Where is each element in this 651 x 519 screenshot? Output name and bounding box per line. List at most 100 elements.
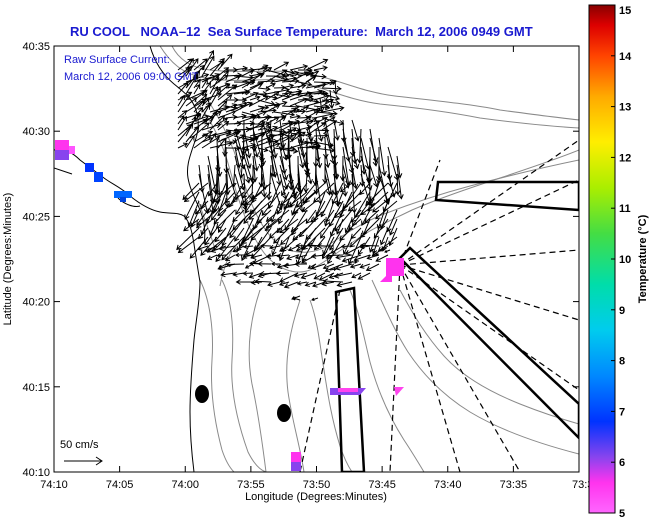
- current-vector: [312, 281, 326, 288]
- current-vector: [281, 121, 298, 131]
- current-vector: [369, 137, 379, 163]
- x-axis-ticks: 74:10 74:05 74:00 73:55 73:50 73:45 73:40 73:35…: [40, 46, 593, 491]
- current-vector: [252, 146, 260, 172]
- current-vector: [225, 74, 242, 83]
- current-vector: [257, 116, 270, 125]
- channel-south: [334, 286, 366, 472]
- sst-pixel: [94, 172, 103, 182]
- current-vector: [243, 200, 263, 225]
- current-vector: [183, 182, 209, 203]
- colorbar-label: Temperature (°C): [637, 214, 649, 303]
- current-vector: [193, 100, 205, 113]
- current-vector: [267, 281, 281, 287]
- current-vector: [249, 95, 261, 101]
- current-vector: [389, 218, 398, 236]
- current-vector: [300, 272, 317, 280]
- current-vector: [364, 209, 380, 224]
- current-vector: [283, 182, 299, 211]
- current-vector: [209, 100, 228, 119]
- current-vector: [242, 270, 254, 276]
- bathymetry-contour: [286, 299, 305, 472]
- current-vector: [208, 182, 218, 197]
- current-vector: [305, 98, 330, 107]
- y-axis-title: Latitude (Degrees:Minutes): [2, 193, 14, 326]
- current-vector: [318, 272, 335, 281]
- current-vector: [297, 75, 316, 89]
- current-vector: [332, 79, 339, 95]
- current-vector: [359, 263, 371, 269]
- current-vector: [341, 254, 362, 263]
- current-vector: [257, 261, 272, 267]
- current-vector: [249, 95, 269, 107]
- current-vector: [265, 253, 281, 259]
- current-vector: [265, 104, 281, 113]
- current-vector: [304, 281, 317, 287]
- current-vector: [294, 254, 308, 260]
- current-vector: [177, 123, 194, 143]
- current-vector: [270, 128, 278, 159]
- current-vector: [313, 272, 326, 280]
- current-vector: [201, 55, 215, 77]
- current-vector: [242, 173, 249, 209]
- channel-southeast: [398, 246, 579, 440]
- bathymetry-contour: [399, 289, 579, 425]
- current-vector: [297, 164, 304, 195]
- colorbar-ticks: 5 6 7 8 9 10 11 12 13 14 15: [611, 4, 632, 519]
- current-vector: [351, 272, 362, 279]
- current-vector: [333, 200, 353, 219]
- current-vector: [280, 227, 299, 246]
- current-vector: [232, 271, 245, 277]
- current-vector: [251, 119, 258, 153]
- current-vector: [313, 164, 320, 195]
- current-vector: [235, 252, 245, 258]
- coverage-line: [399, 179, 579, 266]
- current-vector: [209, 132, 217, 143]
- current-vector: [349, 263, 362, 269]
- current-vector: [185, 74, 198, 95]
- current-vector: [286, 254, 299, 261]
- current-vector: [281, 107, 297, 119]
- current-vector: [279, 191, 299, 206]
- current-vector: [265, 116, 280, 125]
- current-vector: [350, 260, 358, 264]
- current-vector: [273, 90, 293, 101]
- current-vector: [217, 53, 233, 71]
- current-vector: [177, 94, 190, 113]
- current-vector: [289, 91, 313, 101]
- current-vector: [313, 182, 335, 203]
- current-vector: [306, 164, 313, 185]
- current-vector: [378, 173, 391, 205]
- bathymetry-contour: [309, 299, 353, 472]
- current-vector: [228, 182, 245, 208]
- current-vector: [359, 242, 380, 249]
- sst-pixel: [69, 146, 75, 154]
- current-vector: [297, 128, 307, 158]
- current-vector: [217, 263, 236, 271]
- current-vector: [289, 71, 310, 83]
- current-vector: [177, 142, 188, 149]
- current-vector: [365, 263, 380, 272]
- current-vector: [241, 227, 263, 245]
- current-vector: [261, 173, 267, 198]
- current-vector: [270, 200, 281, 223]
- current-vector: [287, 191, 308, 208]
- current-vector: [204, 245, 218, 253]
- current-vector: [209, 115, 226, 131]
- current-vector: [244, 200, 254, 214]
- current-vector: [215, 236, 236, 263]
- current-vector: [230, 164, 237, 188]
- current-vector: [339, 182, 353, 193]
- current-vector: [217, 67, 230, 77]
- current-vector: [270, 155, 278, 178]
- current-vector: [351, 164, 359, 190]
- current-vector: [273, 100, 288, 107]
- coverage-line: [299, 289, 341, 472]
- x-tick-label: 73:45: [368, 479, 396, 491]
- current-vector: [265, 69, 288, 83]
- current-vector: [209, 57, 225, 77]
- current-vector: [232, 245, 245, 253]
- sst-pixel: [380, 270, 392, 282]
- current-vector: [330, 245, 344, 254]
- current-vector: [177, 65, 193, 83]
